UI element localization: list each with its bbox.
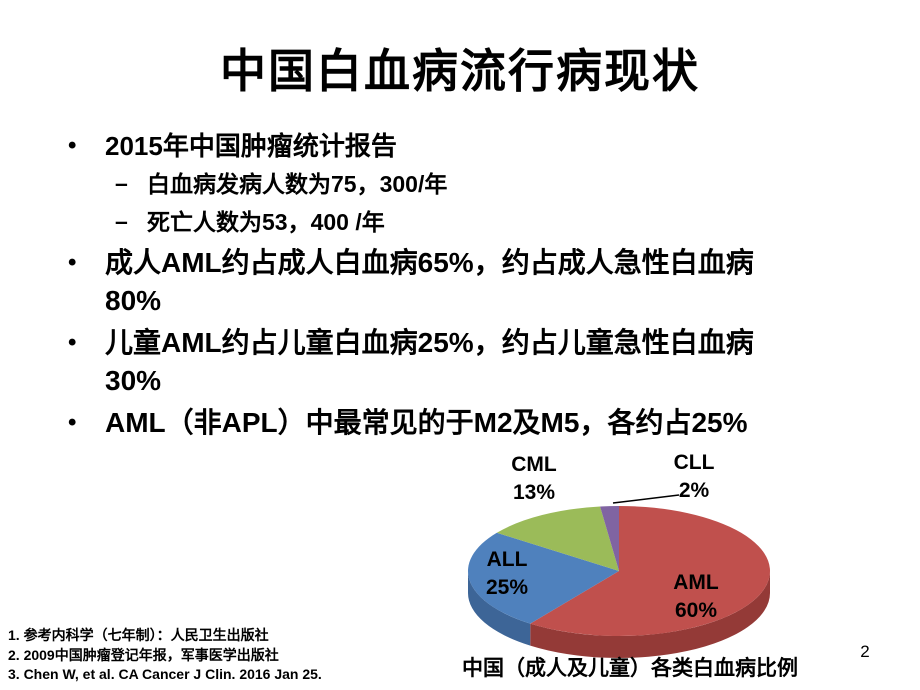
bullet-marker: • (68, 249, 77, 276)
bullet-text: 2015年中国肿瘤统计报告 (105, 131, 397, 161)
pie-label-name: CLL (673, 451, 715, 474)
leader-line-cll (612, 494, 680, 504)
sub-bullet-text: 白血病发病人数为75，300/年 (147, 171, 448, 197)
sub-bullet-text: 死亡人数为53，400 /年 (147, 209, 385, 235)
reference-item: 3. Chen W, et al. CA Cancer J Clin. 2016… (8, 666, 322, 682)
page-number: 2 (860, 642, 870, 661)
pie-label-percent: 2% (678, 479, 710, 502)
pie-label-aml: AML 60% (651, 569, 741, 625)
pie-slice-side-aml (530, 571, 770, 658)
pie-label-percent: 13% (512, 481, 556, 504)
pie-label-percent: 25% (485, 576, 529, 599)
pie-slice-all (468, 532, 619, 624)
pie-label-name: CML (511, 453, 557, 476)
dash-marker: – (115, 170, 128, 196)
bullet-text: AML（非APL）中最常见的于M2及M5，各约占25% (105, 407, 748, 438)
pie-label-cml: CML 13% (489, 451, 579, 507)
reference-item: 1. 参考内科学（七年制）：人民卫生出版社 (8, 627, 269, 643)
pie-label-percent: 60% (674, 599, 718, 622)
dash-marker: – (115, 208, 128, 234)
reference-item: 2. 2009中国肿瘤登记年报，军事医学出版社 (8, 646, 279, 663)
bullet-marker: • (68, 329, 77, 356)
pie-label-name: AML (673, 571, 719, 594)
pie-label-all: ALL 25% (462, 546, 552, 602)
page-title: 中国白血病流行病现状 (220, 46, 700, 97)
pie-slice-cml (496, 506, 619, 571)
pie-label-name: ALL (486, 548, 528, 571)
chart-caption: 中国（成人及儿童）各类白血病比例 (462, 656, 798, 680)
bullet-text: 成人AML约占成人白血病65%，约占成人急性白血病 80% (105, 247, 754, 316)
bullet-text: 儿童AML约占儿童白血病25%，约占儿童急性白血病 30% (105, 327, 754, 396)
pie-slice-side-all (468, 571, 531, 646)
references-list: 1. 参考内科学（七年制）：人民卫生出版社 2. 2009中国肿瘤登记年报，军事… (8, 626, 458, 685)
pie-label-cll: CLL 2% (649, 449, 739, 505)
bullet-marker: • (68, 409, 77, 436)
pie-slice-cll (600, 506, 619, 571)
bullet-marker: • (68, 132, 77, 159)
pie-slice-aml (530, 506, 770, 636)
